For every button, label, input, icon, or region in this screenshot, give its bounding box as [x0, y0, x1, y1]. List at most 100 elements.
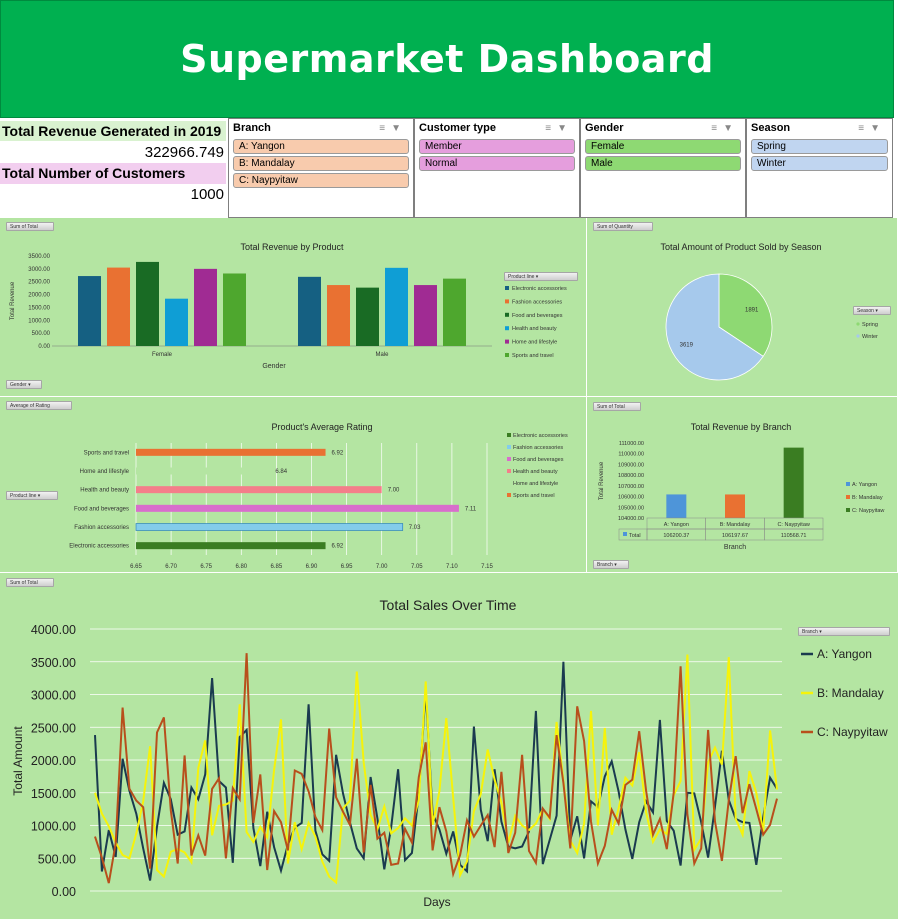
x-tick-label: B: Mandalay: [720, 522, 751, 528]
multi-select-icon[interactable]: ≡: [711, 123, 724, 134]
customer-item-member[interactable]: Member: [419, 139, 575, 154]
revenue-by-product-chart: Total Revenue by Product 0.00 500.00 1000.0…: [10, 242, 567, 370]
legend-label: C: Naypyitaw: [817, 725, 888, 739]
product-line-axis-button[interactable]: Product line ▾: [6, 491, 58, 500]
branch-item-naypyitaw[interactable]: C: Naypyitaw: [233, 173, 409, 188]
customers-value: 1000: [190, 186, 224, 203]
x-axis-title: Days: [423, 895, 450, 909]
y-tick-label: 3500.00: [31, 656, 76, 670]
clear-filter-icon[interactable]: ▼: [723, 123, 739, 134]
legend-label: Electronic accessories: [512, 286, 567, 292]
product-line-axis-label: Product line: [10, 493, 37, 499]
legend-swatch: [505, 353, 509, 357]
product-line-legend-label: Product line: [508, 274, 535, 280]
y-tick-label: 3000.00: [31, 689, 76, 703]
bar: [356, 287, 379, 346]
sold-by-season-chart: Total Amount of Product Sold by Season 18…: [660, 242, 878, 381]
page-title: Supermarket Dashboard: [180, 37, 714, 81]
legend-swatch: [505, 339, 509, 344]
bar: [136, 504, 459, 512]
season-item-winter[interactable]: Winter: [751, 156, 888, 171]
clear-filter-icon[interactable]: ▼: [557, 123, 573, 134]
season-item-spring[interactable]: Spring: [751, 139, 888, 154]
legend-label: Food and beverages: [512, 313, 563, 319]
pie-data-label: 3619: [680, 343, 694, 349]
y-tick-label: 4000.00: [31, 623, 76, 637]
chart-title: Product's Average Rating: [271, 422, 372, 432]
x-tick-label: 7.05: [411, 564, 423, 570]
x-tick-label: 6.75: [200, 564, 212, 570]
y-tick-label: 1500.00: [28, 305, 50, 311]
chart-title: Total Revenue by Branch: [691, 422, 792, 432]
chart-title: Total Sales Over Time: [380, 597, 517, 613]
gender-slicer: Gender ≡▼ Female Male: [580, 118, 746, 218]
y-tick-label: 2500.00: [28, 280, 50, 286]
legend-label: Sports and travel: [512, 353, 554, 359]
x-tick-label: 7.00: [376, 564, 388, 570]
legend-swatch: [507, 469, 511, 473]
revenue-by-product-panel: Sum of Total Gender ▾ Product line ▾ Tot…: [0, 218, 586, 396]
branch-legend-label: Branch: [802, 629, 818, 635]
y-tick-label: Health and beauty: [80, 488, 129, 494]
y-tick-label: Food and beverages: [74, 506, 129, 512]
legend-label: Winter: [862, 334, 878, 340]
y-tick-label: 1000.00: [28, 318, 50, 324]
multi-select-icon[interactable]: ≡: [379, 123, 392, 134]
sales-over-time-chart: Total Sales Over Time 0.00 500.00 1000.00 15…: [11, 597, 888, 909]
average-of-rating-field-button[interactable]: Average of Rating: [6, 401, 72, 410]
bar: [136, 542, 326, 550]
season-legend-button[interactable]: Season ▾: [853, 306, 891, 315]
gender-item-female[interactable]: Female: [585, 139, 741, 154]
y-tick-label: 2500.00: [31, 721, 76, 735]
x-tick-label: 6.80: [235, 564, 247, 570]
customer-item-normal[interactable]: Normal: [419, 156, 575, 171]
bar: [78, 276, 101, 346]
chart-title: Total Amount of Product Sold by Season: [660, 242, 821, 252]
legend-swatch: [507, 457, 511, 461]
bar: [223, 273, 246, 346]
data-label: 6.92: [332, 450, 344, 456]
branch-axis-button[interactable]: Branch ▾: [593, 560, 629, 569]
y-tick-label: 2000.00: [28, 293, 50, 299]
sum-of-total-field-button[interactable]: Sum of Total: [6, 578, 54, 587]
legend-label: Fashion accessories: [512, 299, 562, 305]
y-tick-label: 111000.00: [619, 441, 644, 447]
legend-swatch: [507, 493, 511, 497]
y-tick-label: 108000.00: [618, 473, 644, 479]
sum-of-total-field-button[interactable]: Sum of Total: [593, 402, 641, 411]
y-axis-title: Total Amount: [11, 726, 25, 796]
data-label: 106200.37: [663, 533, 689, 539]
gender-item-male[interactable]: Male: [585, 156, 741, 171]
sum-of-quantity-field-button[interactable]: Sum of Quantity: [593, 222, 653, 231]
sales-over-time-panel: Sum of Total Branch ▾ Total Sales Over T…: [0, 573, 898, 919]
product-line-legend-button[interactable]: Product line ▾: [504, 272, 578, 281]
legend-swatch: [507, 445, 511, 449]
x-axis-title: Gender: [262, 363, 286, 370]
bar: [298, 276, 321, 346]
legend-swatch: [623, 532, 627, 536]
data-label: 110568.71: [781, 533, 807, 539]
y-tick-label: Electronic accessories: [69, 544, 129, 550]
data-label: 106197.67: [722, 533, 748, 539]
data-label: 7.00: [388, 488, 400, 494]
multi-select-icon[interactable]: ≡: [545, 123, 558, 134]
branch-legend-button[interactable]: Branch ▾: [798, 627, 890, 636]
bar: [666, 494, 687, 518]
customers-label: Total Number of Customers: [0, 163, 226, 184]
legend-swatch: [505, 299, 509, 304]
clear-filter-icon[interactable]: ▼: [870, 123, 886, 134]
revenue-by-branch-chart: Total Revenue by Branch 104000.00 105000.0…: [599, 422, 884, 551]
gender-axis-button[interactable]: Gender ▾: [6, 380, 42, 389]
y-tick-label: 500.00: [32, 331, 51, 337]
legend-label: Health and beauty: [512, 326, 557, 332]
bar: [136, 467, 270, 475]
sum-of-total-field-button[interactable]: Sum of Total: [6, 222, 54, 231]
branch-item-mandalay[interactable]: B: Mandalay: [233, 156, 409, 171]
pie-data-label: 1891: [745, 307, 759, 313]
bar: [136, 486, 382, 494]
x-tick-label: A: Yangon: [664, 522, 689, 528]
multi-select-icon[interactable]: ≡: [858, 123, 871, 134]
average-rating-panel: Average of Rating Product line ▾ Product…: [0, 397, 586, 572]
branch-item-yangon[interactable]: A: Yangon: [233, 139, 409, 154]
clear-filter-icon[interactable]: ▼: [391, 123, 407, 134]
